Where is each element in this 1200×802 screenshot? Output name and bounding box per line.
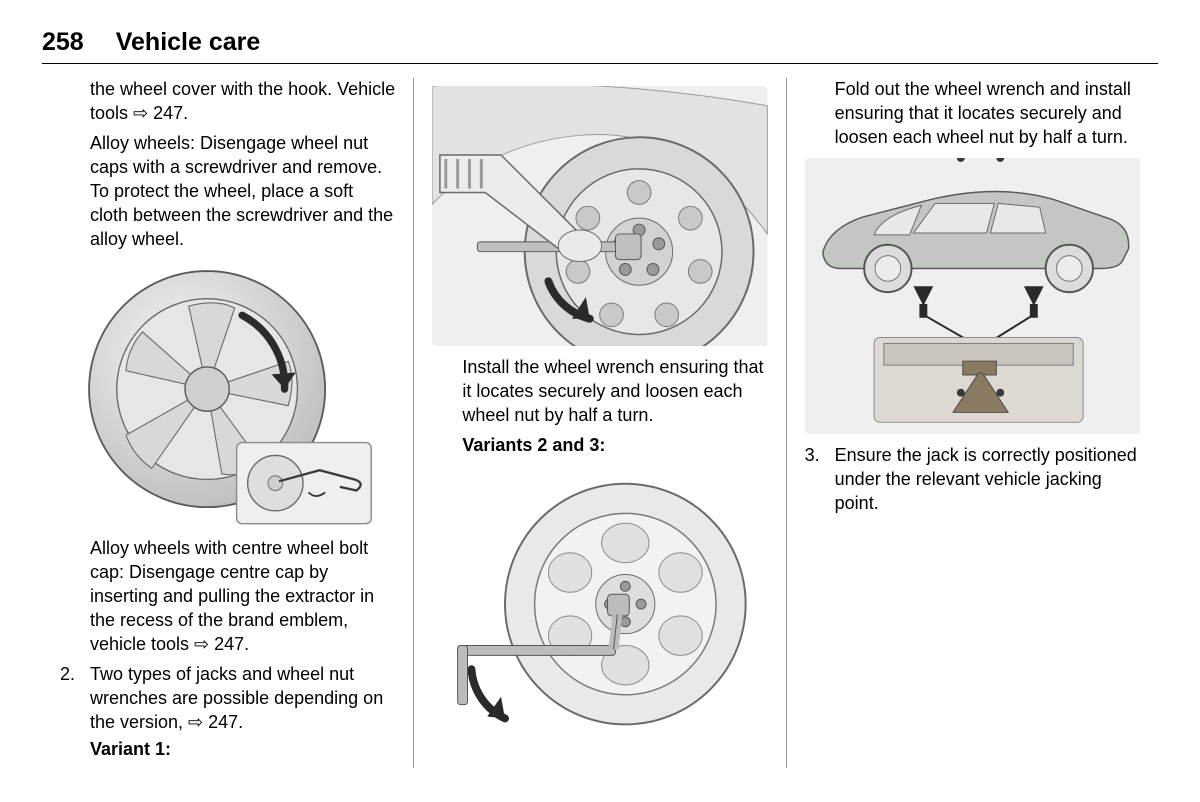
figure-alloy-wheel-cap [78,260,373,527]
variant-1-heading: Variant 1: [60,738,395,762]
variants-2-3-heading: Variants 2 and 3: [432,434,767,458]
column-3: Fold out the wheel wrench and install en… [786,78,1158,768]
paragraph: Alloy wheels with centre wheel bolt cap:… [60,537,395,657]
section-title: Vehicle care [116,28,261,57]
content-columns: the wheel cover with the hook. Vehicle t… [42,78,1158,768]
list-item-3: 3. Ensure the jack is correctly position… [805,444,1140,516]
manual-page: 258 Vehicle care the wheel cover with th… [0,0,1200,796]
column-1: the wheel cover with the hook. Vehicle t… [42,78,413,768]
list-number: 2. [60,663,90,735]
paragraph: the wheel cover with the hook. Vehicle t… [60,78,395,126]
page-number: 258 [42,28,84,57]
list-text: Two types of jacks and wheel nut wrenche… [90,663,395,735]
list-text: Ensure the jack is correctly positioned … [835,444,1140,516]
paragraph: Fold out the wheel wrench and install en… [805,78,1140,150]
list-item-2: 2. Two types of jacks and wheel nut wren… [60,663,395,735]
column-2: Install the wheel wrench ensuring that i… [413,78,785,768]
paragraph: Alloy wheels: Disengage wheel nut caps w… [60,132,395,252]
page-header: 258 Vehicle care [42,28,1158,64]
figure-wrench-steel-wheel [432,86,767,346]
figure-jacking-points [805,158,1140,434]
paragraph: Install the wheel wrench ensuring that i… [432,356,767,428]
list-number: 3. [805,444,835,516]
figure-folding-wrench-wheel [432,466,767,746]
